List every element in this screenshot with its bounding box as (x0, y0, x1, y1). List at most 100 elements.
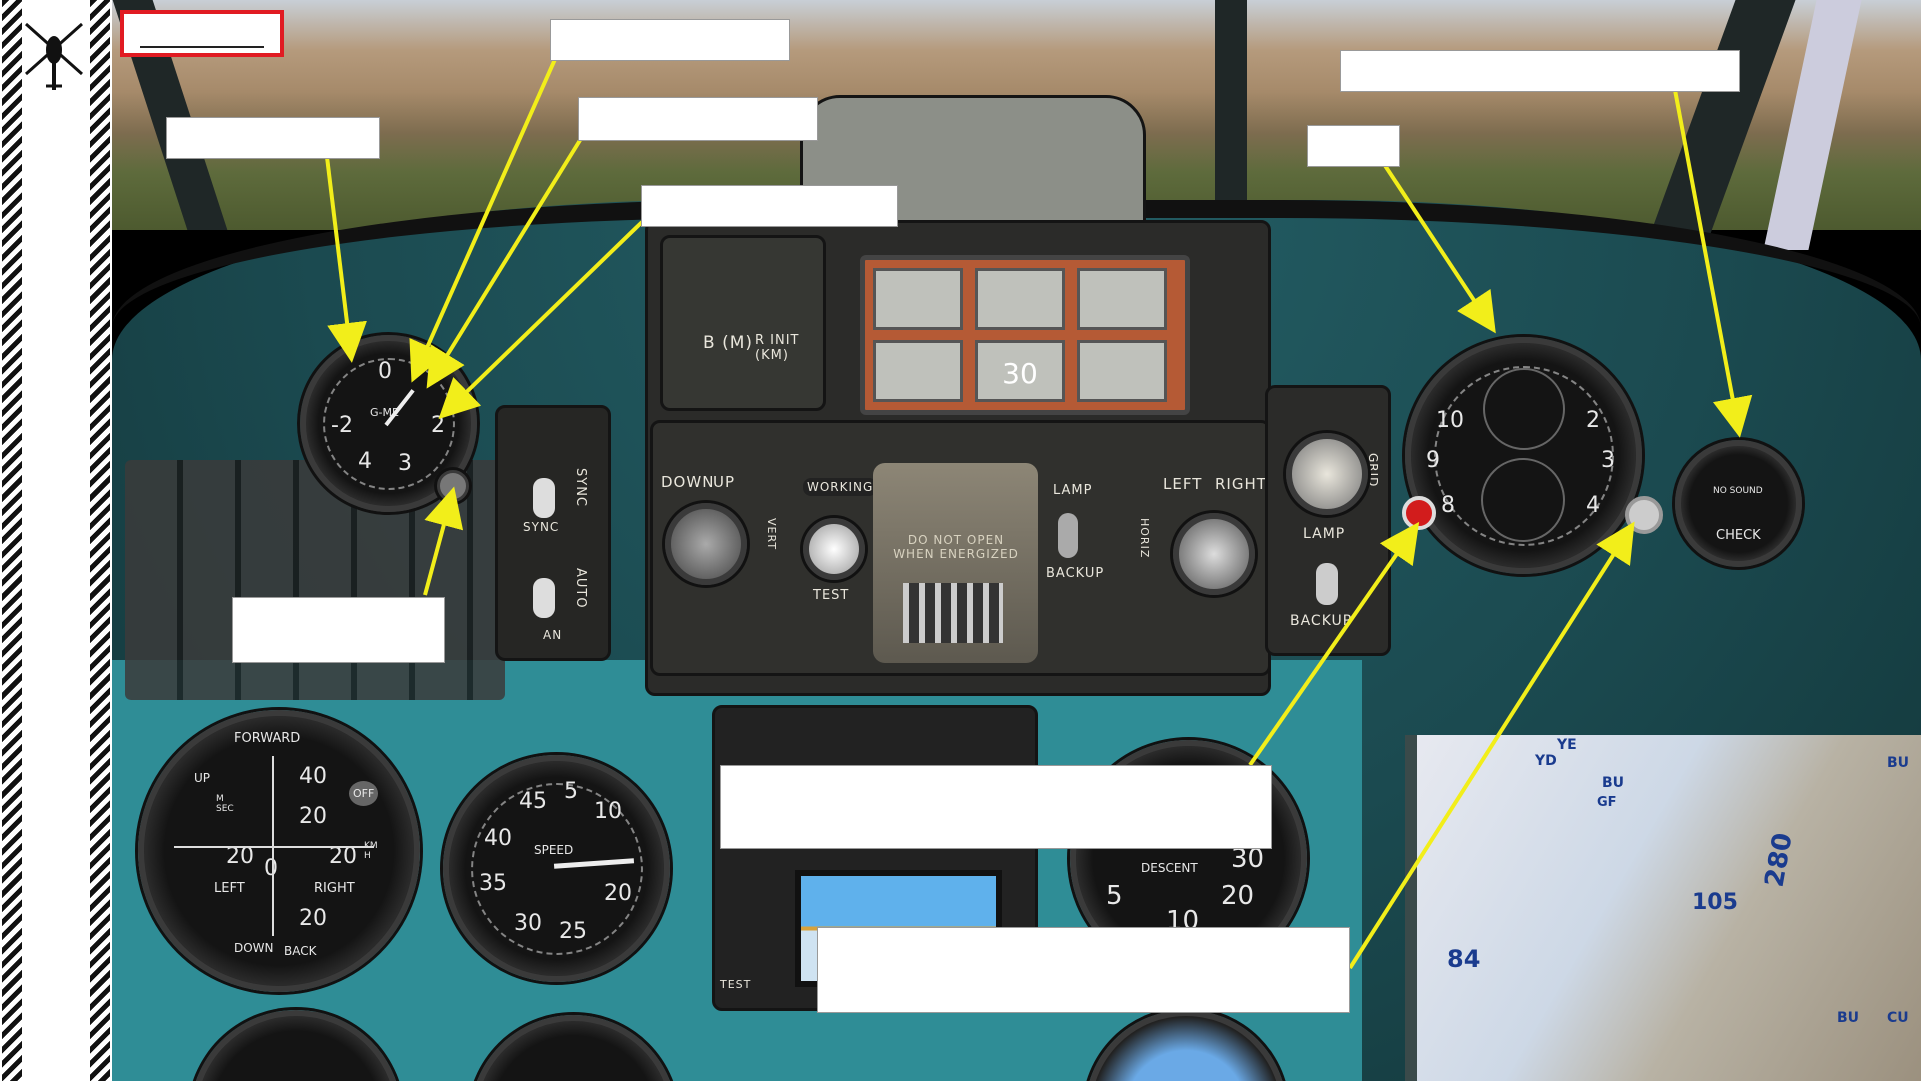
airspeed-indicator: SPEED 45 5 10 40 35 20 30 25 (443, 755, 670, 982)
clock-num: 8 (1441, 493, 1455, 518)
velocity-off: OFF (349, 781, 379, 806)
hatch-left (2, 0, 22, 1081)
sync-label: SYNC (573, 468, 588, 507)
velocity-v-axis (272, 756, 274, 936)
auto-man-toggle[interactable] (533, 578, 555, 618)
clock-num: 9 (1426, 448, 1440, 473)
airspeed-label: SPEED (534, 843, 574, 857)
callout-arrow-6 (1382, 162, 1496, 334)
test-label: TEST (813, 588, 850, 603)
g-meter-num: -2 (331, 413, 353, 438)
callout-box (232, 597, 445, 663)
map-label: GF (1597, 795, 1617, 810)
hatch-right (90, 0, 110, 1081)
airspeed-val: 45 (519, 789, 547, 814)
velocity-forward: FORWARD (234, 731, 301, 746)
grid-lamp-panel: GRID LAMP BACKUP (1265, 385, 1391, 656)
display-cell (873, 340, 963, 402)
g-meter-ticks (322, 357, 455, 490)
down-up-knob[interactable] (665, 503, 747, 585)
horiz-label: HORIZ (1138, 518, 1151, 559)
velocity-val: 20 (299, 906, 327, 931)
airspeed-val: 10 (594, 799, 622, 824)
test-button[interactable] (803, 518, 865, 580)
callout-arrow-5 (423, 486, 464, 596)
map-label: YD (1535, 753, 1557, 769)
display-cell (1077, 340, 1167, 402)
check-label: CHECK (1716, 528, 1761, 543)
lamp2-label: LAMP (1303, 526, 1346, 542)
sidebar-strip (0, 0, 112, 1081)
clock-num: 4 (1586, 493, 1600, 518)
airspeed-val: 35 (479, 871, 507, 896)
lamp-backup-toggle[interactable] (1058, 513, 1078, 558)
doppler-display-value: 30 (1002, 357, 1038, 390)
map-label: BU (1887, 755, 1910, 771)
left-right-label: LEFT (1163, 475, 1203, 493)
airspeed-val: 20 (604, 881, 632, 906)
velocity-right: RIGHT (314, 881, 355, 896)
do-not-open-label: DO NOT OPEN WHEN ENERGIZED (893, 533, 1019, 561)
sync-lower-label: SYNC (523, 520, 560, 534)
callout-arrow-4 (438, 220, 644, 420)
map-label: CU (1887, 1010, 1909, 1026)
doppler-control-panel: DOWN UP WORKING TEST VERT LAMP BACKUP HO… (650, 420, 1271, 676)
callout-box (550, 19, 790, 61)
canopy-strut-center (1215, 0, 1247, 230)
map-label: YE (1557, 737, 1577, 753)
vsi-val: 5 (1106, 881, 1123, 911)
b-m-label: B (M) (703, 333, 753, 353)
vsi-val: 20 (1221, 881, 1255, 911)
slide-title-box (120, 10, 284, 57)
callout-arrow-7 (1673, 89, 1753, 438)
velocity-left: LEFT (214, 881, 245, 896)
sync-panel: SYNC SYNC AUTO AN (495, 405, 611, 661)
map-label: 105 (1692, 890, 1738, 915)
vsi-label: DESCENT (1141, 861, 1198, 875)
backup-label: BACKUP (1046, 566, 1105, 581)
g-meter-num: 0 (378, 359, 392, 384)
doppler-control-left: B (M) R INIT (KM) (660, 235, 826, 411)
airspeed-val: 25 (559, 919, 587, 944)
backup2-label: BACKUP (1290, 613, 1353, 629)
velocity-val: 20 (329, 844, 357, 869)
lamp-backup-toggle-2[interactable] (1316, 563, 1338, 605)
velocity-back: BACK (284, 944, 317, 958)
sync-toggle[interactable] (533, 478, 555, 518)
no-sound-label: NO SOUND (1713, 486, 1763, 496)
velocity-indicator: FORWARD UP M SEC OFF LEFT RIGHT DOWN BAC… (138, 710, 420, 992)
callout-box (641, 185, 898, 227)
callout-arrow-1 (325, 156, 367, 363)
map-label: BU (1837, 1010, 1860, 1026)
display-cell (1077, 268, 1167, 330)
vert-label: VERT (765, 518, 778, 551)
velocity-h-axis (174, 846, 374, 848)
map-label: BU (1602, 775, 1625, 791)
callout-arrow-9 (1348, 521, 1635, 970)
callout-box (720, 765, 1272, 849)
airspeed-val: 5 (564, 779, 578, 804)
lamp-label: LAMP (1053, 483, 1093, 498)
clock-num: 3 (1601, 448, 1615, 473)
left-right-knob[interactable] (1173, 513, 1255, 595)
velocity-val: 0 (264, 856, 278, 881)
up-label: UP (713, 473, 736, 491)
right-label: RIGHT (1215, 475, 1267, 493)
grid-lamp[interactable] (1286, 433, 1368, 515)
callout-arrow-3 (426, 135, 584, 389)
callout-arrow-2 (409, 56, 558, 383)
display-cell (975, 268, 1065, 330)
velocity-val: 20 (226, 844, 254, 869)
title-underline (140, 46, 264, 48)
velocity-val: 40 (299, 764, 327, 789)
callout-box (1307, 125, 1400, 167)
doppler-display-panel: 30 (860, 255, 1190, 415)
callout-box (1340, 50, 1740, 92)
man-label: AN (543, 628, 563, 642)
clock-subdial-top (1483, 368, 1565, 450)
r-init-label: R INIT (KM) (755, 333, 800, 363)
clock-num: 2 (1586, 408, 1600, 433)
callout-box (817, 927, 1350, 1013)
auto-label: AUTO (573, 568, 588, 609)
